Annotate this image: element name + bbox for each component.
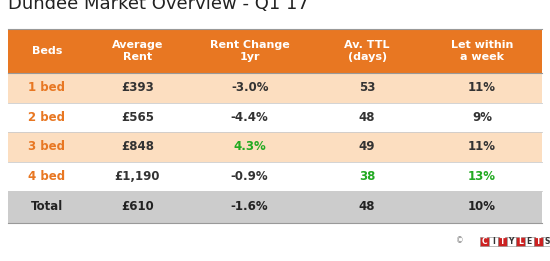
Bar — [498, 236, 507, 246]
Bar — [534, 236, 542, 246]
Text: Av. TTL
(days): Av. TTL (days) — [344, 40, 390, 62]
Text: 4.3%: 4.3% — [233, 140, 266, 153]
Bar — [8, 29, 542, 73]
Text: 13%: 13% — [468, 170, 496, 183]
Bar — [8, 132, 542, 162]
Text: £393: £393 — [121, 81, 154, 94]
Text: £610: £610 — [121, 200, 154, 213]
Text: 4 bed: 4 bed — [28, 170, 65, 183]
Text: -4.4%: -4.4% — [231, 111, 268, 124]
Text: 11%: 11% — [468, 81, 496, 94]
Text: 10%: 10% — [468, 200, 496, 213]
Text: £848: £848 — [121, 140, 154, 153]
Text: ©: © — [456, 236, 464, 246]
Text: S: S — [544, 236, 550, 246]
Text: 38: 38 — [359, 170, 375, 183]
Text: C: C — [481, 236, 487, 246]
Text: -0.9%: -0.9% — [231, 170, 268, 183]
Text: 1 bed: 1 bed — [28, 81, 65, 94]
Text: 48: 48 — [359, 200, 375, 213]
Bar — [8, 103, 542, 132]
Bar — [507, 236, 515, 246]
Text: T: T — [499, 236, 505, 246]
Text: -1.6%: -1.6% — [231, 200, 268, 213]
Text: 3 bed: 3 bed — [28, 140, 65, 153]
Bar — [543, 236, 550, 246]
Text: Beds: Beds — [31, 46, 62, 56]
Text: 53: 53 — [359, 81, 375, 94]
Text: 11%: 11% — [468, 140, 496, 153]
Text: 49: 49 — [359, 140, 375, 153]
Text: 9%: 9% — [472, 111, 492, 124]
Text: 2 bed: 2 bed — [28, 111, 65, 124]
Text: Let within
a week: Let within a week — [451, 40, 513, 62]
Text: 48: 48 — [359, 111, 375, 124]
Text: Dundee Market Overview - Q1 17: Dundee Market Overview - Q1 17 — [8, 0, 309, 13]
Text: £565: £565 — [121, 111, 154, 124]
Text: £1,190: £1,190 — [115, 170, 160, 183]
Text: T: T — [536, 236, 541, 246]
Bar — [525, 236, 534, 246]
Bar — [8, 73, 542, 103]
Text: L: L — [518, 236, 522, 246]
Text: Total: Total — [31, 200, 63, 213]
Bar — [516, 236, 525, 246]
Bar — [8, 191, 542, 223]
Text: E: E — [527, 236, 532, 246]
Bar — [8, 162, 542, 191]
Text: Y: Y — [509, 236, 514, 246]
Bar — [489, 236, 498, 246]
Text: I: I — [492, 236, 494, 246]
Text: Rent Change
1yr: Rent Change 1yr — [210, 40, 289, 62]
Bar — [480, 236, 488, 246]
Text: Average
Rent: Average Rent — [112, 40, 163, 62]
Text: -3.0%: -3.0% — [231, 81, 268, 94]
